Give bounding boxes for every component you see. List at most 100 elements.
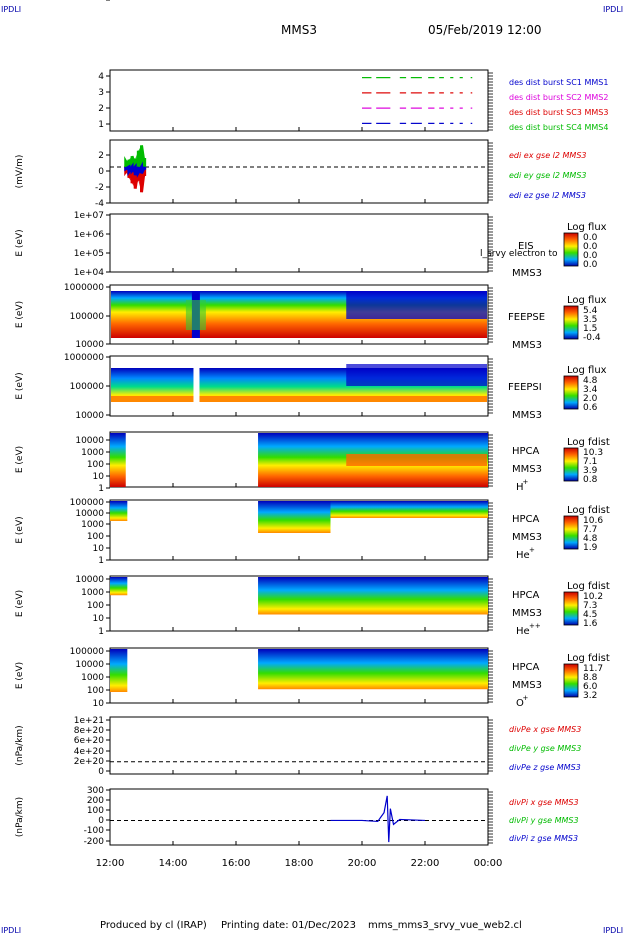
ytick-label-hpca-hepp: 10000 (75, 575, 104, 585)
ylabel-eis: E (eV) (15, 229, 25, 256)
xtick-label: 14:00 (159, 858, 188, 869)
corner-label-top-left: IPDLI (1, 5, 22, 14)
colorbar-tick-hpca-hepp: 1.6 (583, 619, 598, 629)
ytick-label-feeps-i: 100000 (70, 382, 105, 392)
colorbar-title-hpca-h: Log fdist (567, 437, 610, 448)
ytick-label-burst: 2 (98, 104, 104, 114)
ytick-label-divpe: 0 (98, 767, 104, 777)
ytick-label-hpca-h: 1 (98, 484, 104, 494)
feepsi-gap (193, 364, 200, 402)
hpca-band-hpca-h (346, 454, 487, 466)
corner-label-top-right: IPDLI (603, 5, 624, 14)
spectrogram-hpca-he (110, 501, 128, 521)
instrument-eis: EIS (518, 241, 534, 252)
xtick-label: 18:00 (285, 858, 314, 869)
colorbar-title-feeps-i: Log flux (567, 365, 607, 376)
colorbar-tick-hpca-h: 0.8 (583, 475, 598, 485)
ytick-label-hpca-he: 10 (93, 544, 105, 554)
ytick-label-divpi: -100 (84, 826, 105, 836)
ytick-label-divpe: 6e+20 (74, 736, 105, 746)
colorbar-tick-hpca-h: 10.3 (583, 448, 603, 458)
ytick-label-divpe: 4e+20 (74, 747, 105, 757)
spacecraft-feeps-e: MMS3 (512, 340, 542, 351)
ytick-label-divpi: 100 (87, 806, 104, 816)
colorbar-tick-feeps-e: 3.5 (583, 315, 597, 325)
footer-printing-date: Printing date: 01/Dec/2023 (221, 920, 357, 931)
ytick-label-divpi: 200 (87, 796, 104, 806)
panel-frame-eis (109, 213, 489, 273)
colorbar-tick-hpca-hepp: 7.3 (583, 601, 597, 611)
ytick-label-eis: 1e+04 (74, 268, 105, 278)
ytick-label-feeps-e: 10000 (75, 340, 104, 350)
series-fill (125, 167, 145, 193)
ytick-label-hpca-he: 1 (98, 556, 104, 566)
spacecraft-eis: MMS3 (512, 268, 542, 279)
corner-label-bottom-left: IPDLI (1, 926, 22, 935)
xtick-label: 16:00 (222, 858, 251, 869)
colorbar-tick-hpca-o: 3.2 (583, 691, 597, 701)
ytick-label-eis: 1e+06 (74, 230, 105, 240)
legend-burst-3: des dist burst SC4 MMS4 (509, 123, 608, 132)
ytick-label-hpca-o: 10 (93, 699, 105, 709)
ytick-label-hpca-h: 10000 (75, 436, 104, 446)
colorbar-tick-feeps-i: 0.6 (583, 403, 598, 413)
ylabel-feeps-i: E (eV) (15, 372, 25, 399)
panel-frame-edi-efield (109, 139, 489, 204)
xtick-label: 22:00 (411, 858, 440, 869)
ylabel-divpe: (nPa/km) (15, 725, 25, 765)
ytick-label-divpe: 2e+20 (74, 757, 105, 767)
colorbar-hpca-hepp (563, 591, 579, 626)
spacecraft-hpca-he: MMS3 (512, 532, 542, 543)
spacecraft-hpca-hepp: MMS3 (512, 608, 542, 619)
ytick-label-edi-efield: 2 (98, 151, 104, 161)
colorbar-tick-hpca-h: 3.9 (583, 466, 598, 476)
series-fill (125, 167, 145, 176)
ytick-label-burst: 4 (98, 72, 104, 82)
ytick-label-hpca-o: 1 (98, 0, 104, 3)
instrument-feeps-i: FEEPSI (508, 382, 542, 393)
colorbar-tick-feeps-i: 3.4 (583, 385, 598, 395)
colorbar-feeps-i (563, 375, 579, 410)
legend-divpe-0: divPe x gse MMS3 (509, 725, 581, 734)
spectrogram-hpca-he (258, 501, 331, 533)
feepse-late-blue (346, 291, 487, 319)
colorbar-hpca-he (563, 515, 579, 550)
panel-frame-divpe (109, 716, 489, 775)
instrument-hpca-hepp: HPCA (512, 590, 540, 601)
ytick-label-hpca-he: 100 (87, 532, 104, 542)
legend-edi-1: edi ey gse l2 MMS3 (509, 171, 587, 180)
colorbar-tick-feeps-e: 1.5 (583, 324, 597, 334)
colorbar-tick-hpca-he: 1.9 (583, 543, 598, 553)
species-charge-hpca-he: + (529, 546, 535, 554)
ytick-label-hpca-he: 1000 (81, 520, 104, 530)
panel-frame-divpi (109, 788, 489, 846)
xtick-label: 20:00 (348, 858, 377, 869)
species-hpca-he: He (516, 550, 530, 561)
ylabel-hpca-hepp: E (eV) (15, 590, 25, 617)
species-hpca-h: H (516, 482, 524, 493)
colorbar-title-hpca-o: Log fdist (567, 653, 610, 664)
colorbar-tick-feeps-i: 4.8 (583, 376, 598, 386)
ytick-label-divpe: 8e+20 (74, 726, 105, 736)
colorbar-title-hpca-hepp: Log fdist (567, 581, 610, 592)
instrument-hpca-he: HPCA (512, 514, 540, 525)
colorbar-tick-feeps-i: 2.0 (583, 394, 598, 404)
spacecraft-hpca-h: MMS3 (512, 464, 542, 475)
footer-produced-by: Produced by cl (IRAP) (100, 920, 207, 931)
ytick-label-hpca-h: 1000 (81, 448, 104, 458)
series-fill (125, 145, 145, 167)
xtick-label: 00:00 (474, 858, 503, 869)
feepsi-late-blue (346, 364, 487, 386)
ytick-label-hpca-hepp: 1000 (81, 588, 104, 598)
spectrogram-hpca-h (110, 433, 126, 487)
ytick-label-divpe: 1e+21 (74, 716, 104, 726)
colorbar-tick-eis: 0.0 (583, 233, 598, 243)
footer-file: mms_mms3_srvy_vue_web2.cl (368, 920, 522, 931)
colorbar-tick-hpca-he: 10.6 (583, 516, 603, 526)
feepsi-low-band (111, 396, 487, 402)
spectrogram-hpca-hepp (258, 577, 488, 615)
species-hpca-o: O (516, 698, 524, 709)
ytick-label-eis: 1e+05 (74, 249, 104, 259)
ytick-label-edi-efield: -2 (95, 183, 104, 193)
